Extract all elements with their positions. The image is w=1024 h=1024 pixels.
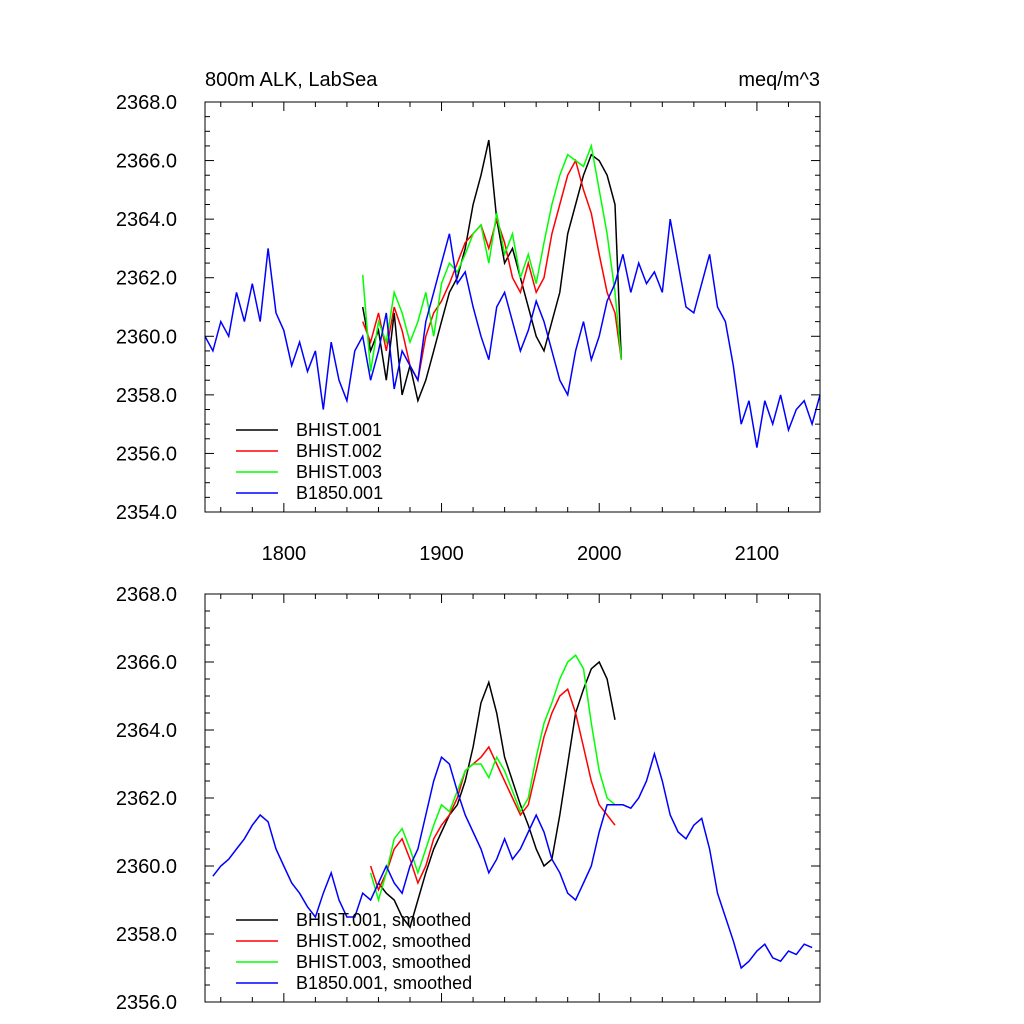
series-line-bhist-003-smoothed [369,654,616,903]
y-tick-label: 2366.0 [116,151,177,173]
legend-label: BHIST.001 [296,420,382,440]
series-line-bhist-001-smoothed [377,660,616,929]
bottom-panel: 2356.0 2358.0 2360.0 2362.0 2364.0 2366.0 2368… [116,584,821,1014]
series-line-b1850-001-smoothed [212,751,813,970]
y-tick-label: 2362.0 [116,788,177,810]
y-tick-label: 2356.0 [116,443,177,465]
x-tick-label: 1900 [419,543,464,565]
y-tick-label: 2360.0 [116,856,177,878]
series-line-bhist-001 [361,139,623,404]
legend-label: BHIST.002 [296,441,382,461]
x-tick-label: 2100 [735,543,780,565]
chart-title: 800m ALK, LabSea [205,69,378,91]
legend-label: B1850.001, smoothed [296,973,472,993]
series-line-bhist-002 [362,158,623,383]
legend-label: BHIST.003, smoothed [296,952,471,972]
x-tick-label: 2000 [577,543,622,565]
y-tick-label: 2360.0 [116,326,177,348]
y-tick-label: 2364.0 [116,209,177,231]
x-tick-label: 1800 [262,543,307,565]
units-label: meq/m^3 [738,69,820,91]
y-tick-label: 2358.0 [116,385,177,407]
y-tick-label: 2364.0 [116,720,177,742]
legend-label: B1850.001 [296,483,383,503]
y-tick-label: 2358.0 [116,924,177,946]
series-line-b1850-001 [204,218,821,448]
y-tick-label: 2356.0 [116,992,177,1014]
y-tick-label: 2368.0 [116,584,177,606]
legend-label: BHIST.003 [296,462,382,482]
y-tick-label: 2366.0 [116,652,177,674]
legend-label: BHIST.002, smoothed [296,931,471,951]
y-tick-label: 2368.0 [116,92,177,114]
top-panel: 2354.0 2356.0 2358.0 2360.0 2362.0 2364.0 2366… [116,69,821,565]
series-line-bhist-003 [361,143,623,372]
legend-label: BHIST.001, smoothed [296,910,471,930]
series-line-bhist-002-smoothed [369,687,616,892]
y-tick-label: 2354.0 [116,502,177,524]
y-tick-label: 2362.0 [116,268,177,290]
